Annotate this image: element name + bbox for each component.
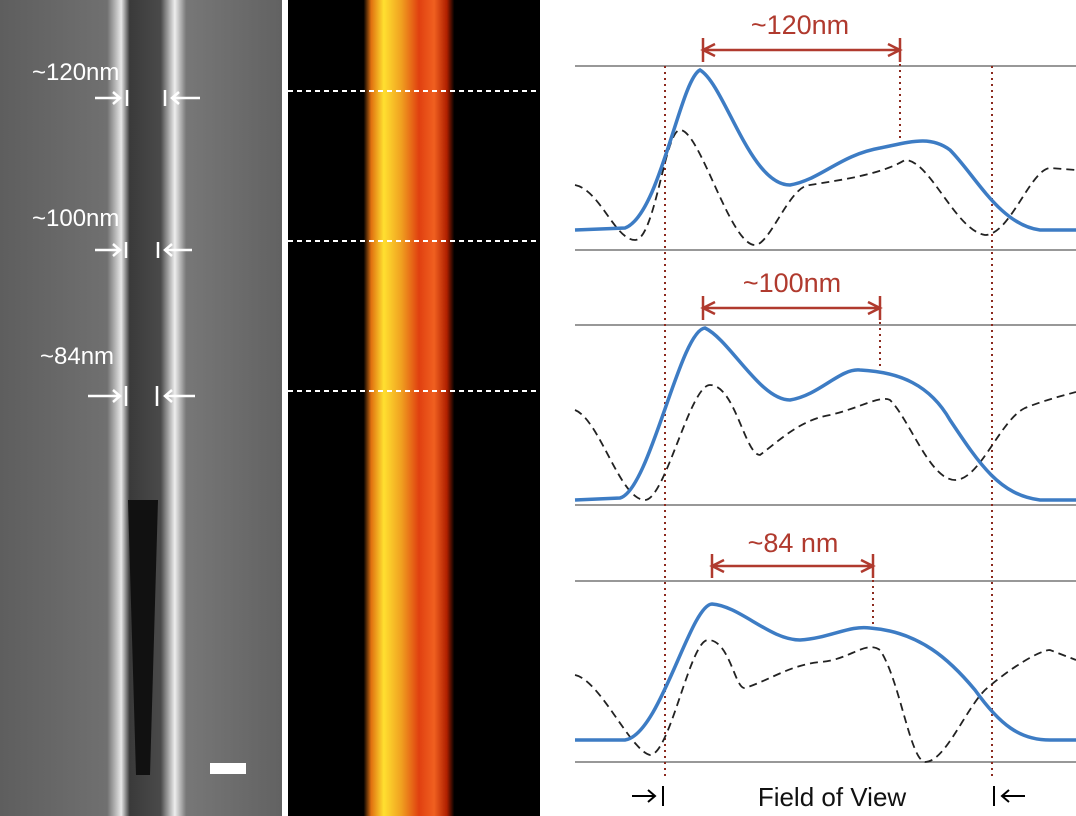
width-label: ~84nm [40,343,114,370]
width-label: ~100nm [32,205,119,232]
profiles: ~120nm ~100nm ~84 nm Field of View [575,10,1076,812]
plot-label: ~100nm [743,268,841,298]
footer-label: Field of View [758,782,907,812]
plot-label: ~120nm [751,10,849,40]
width-label: ~120nm [32,59,119,86]
plot-label: ~84 nm [748,528,839,558]
heat-panel [288,0,540,816]
sem-panel: ~120nm ~100nm ~84nm [0,0,282,816]
figure: ~120nm ~100nm ~84nm [0,0,1076,816]
